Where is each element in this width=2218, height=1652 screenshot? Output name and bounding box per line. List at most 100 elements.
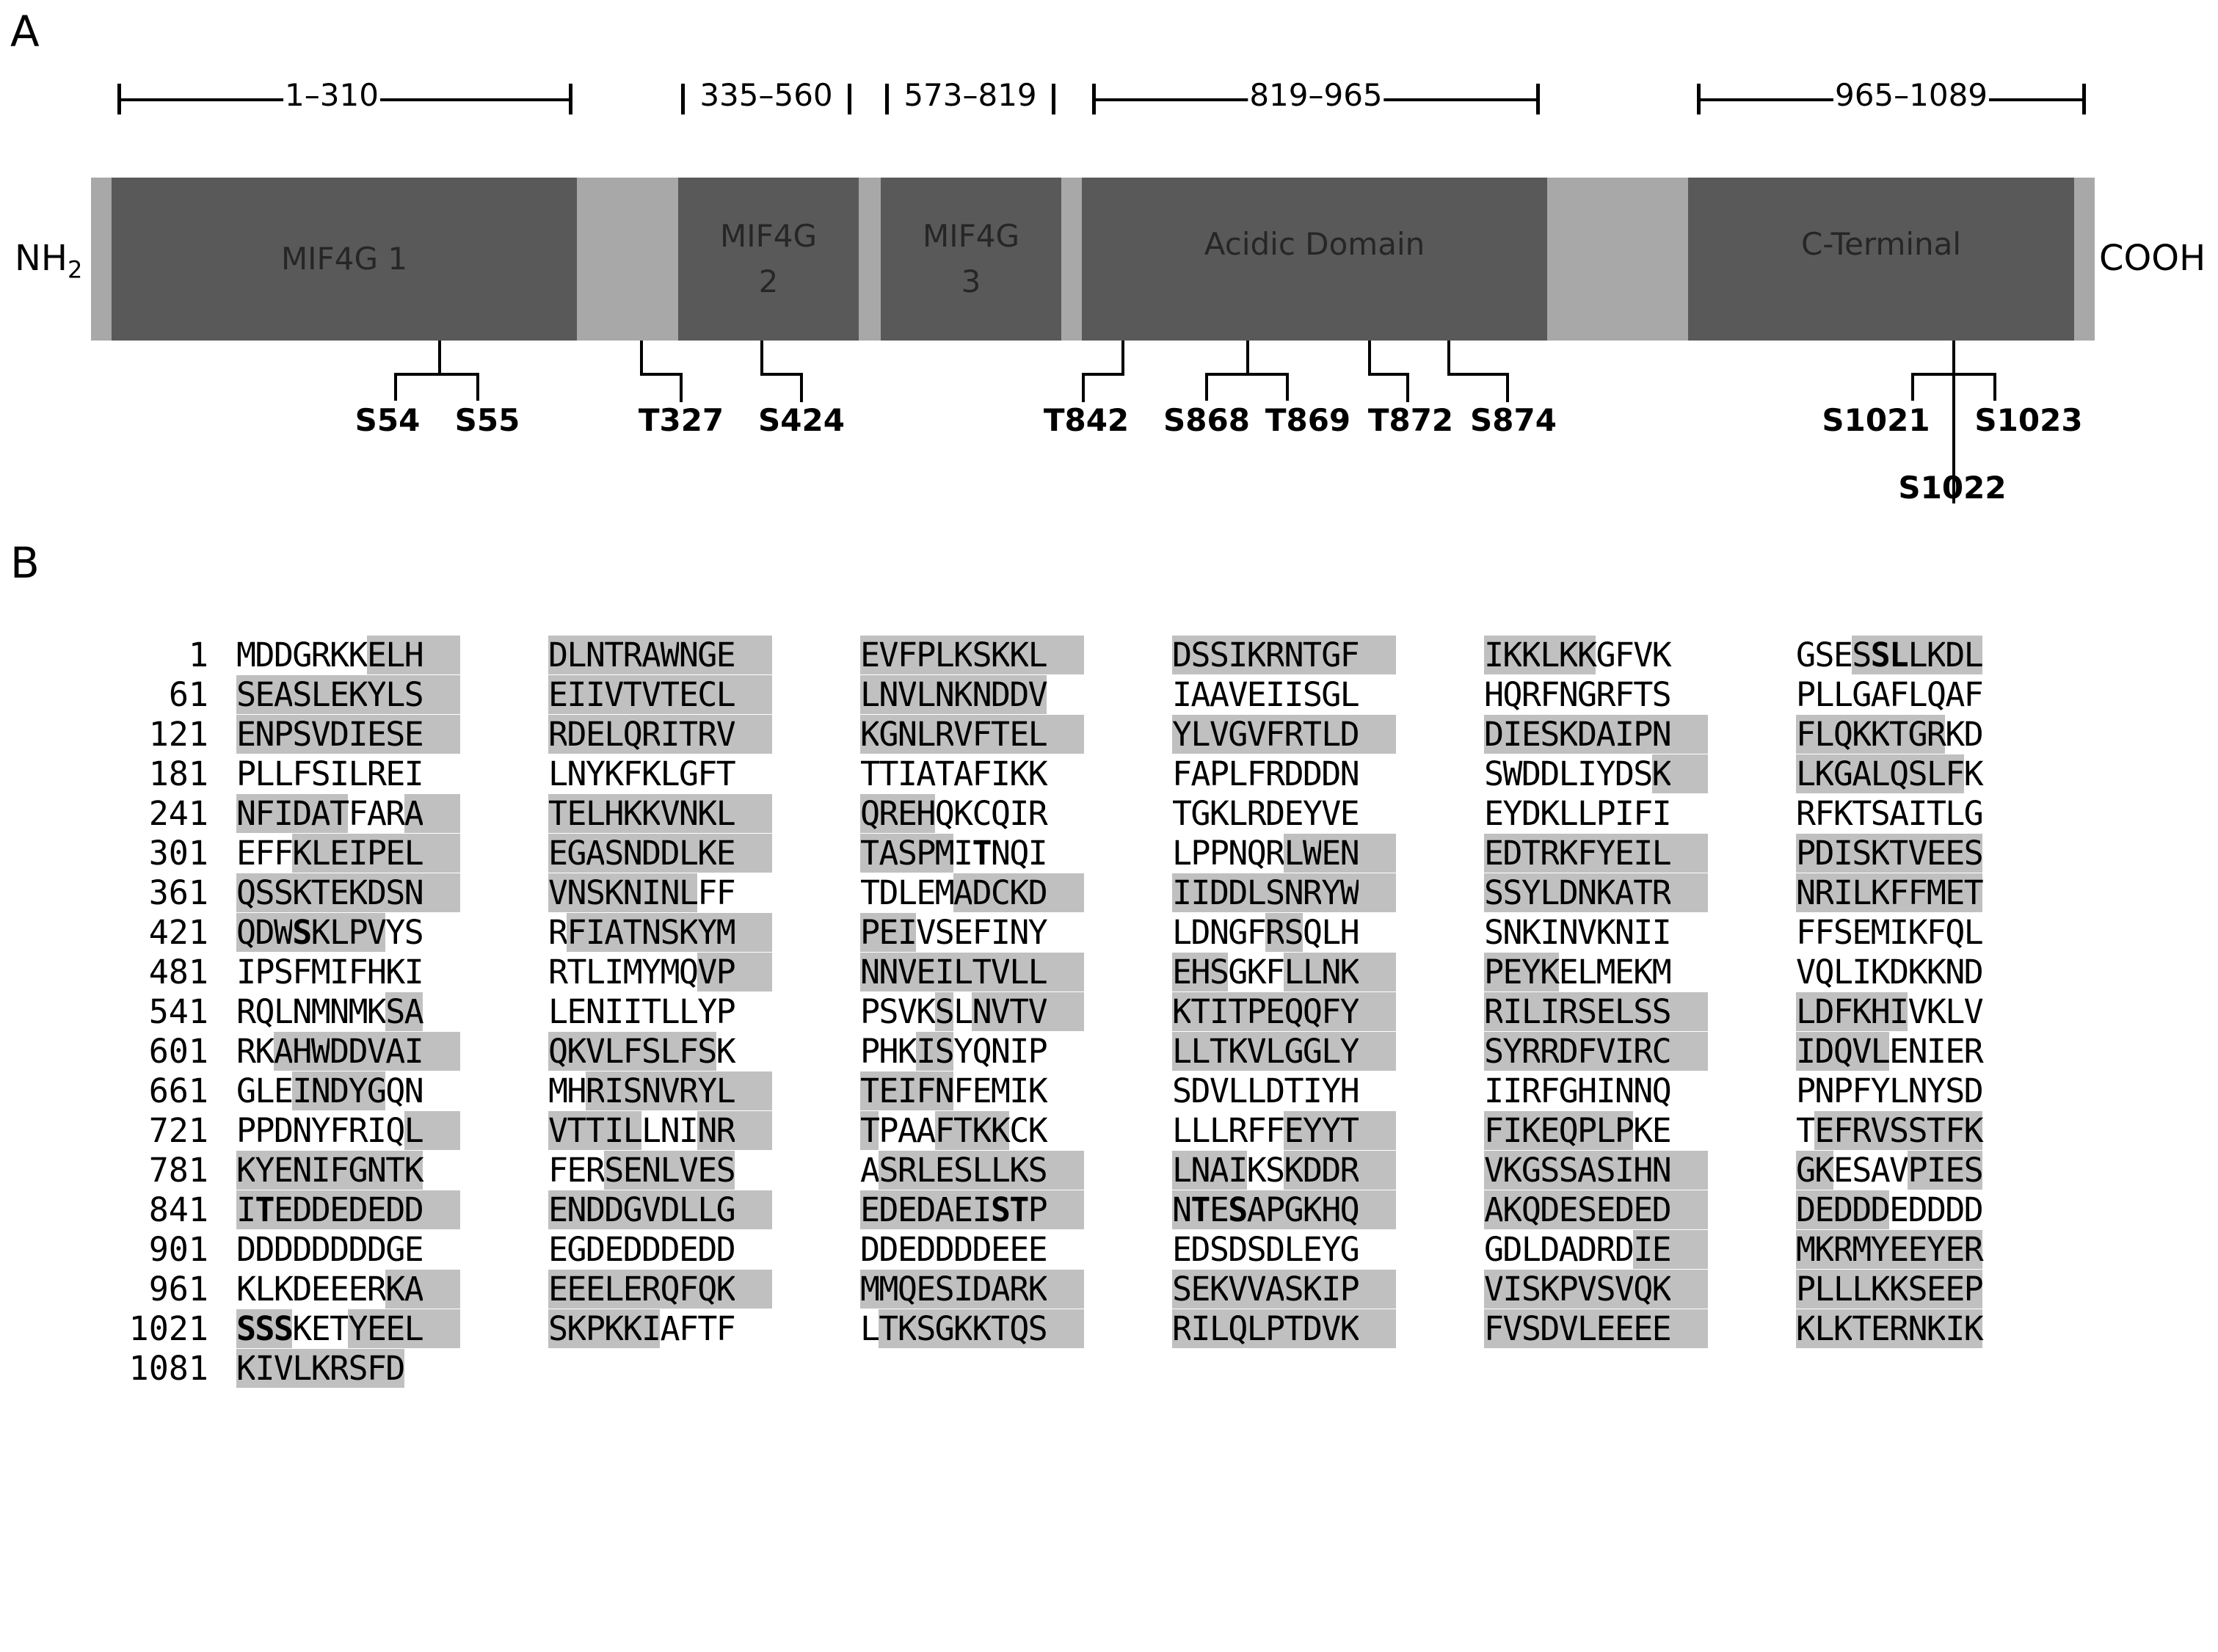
residue: I — [273, 794, 294, 833]
sequence-block: VKGSSASIHN — [1484, 1151, 1708, 1190]
residue: R — [1596, 675, 1615, 714]
residue: E — [1339, 794, 1360, 833]
residue: I — [404, 1032, 424, 1071]
residue: G — [1833, 754, 1853, 793]
residue: K — [292, 873, 312, 912]
residue: D — [1484, 715, 1504, 754]
residue: R — [1009, 1270, 1029, 1309]
residue: L — [348, 754, 368, 793]
residue: P — [860, 992, 880, 1031]
residue: V — [641, 675, 661, 714]
residue: M — [1796, 1230, 1816, 1269]
residue: L — [1028, 953, 1048, 991]
residue: D — [1889, 953, 1909, 991]
shading-gap — [735, 1190, 772, 1229]
residue: K — [1870, 834, 1891, 873]
residue: D — [1302, 754, 1323, 793]
residue: D — [879, 1190, 899, 1229]
residue: D — [273, 1230, 294, 1269]
residue: M — [348, 992, 368, 1031]
residue: T — [1302, 715, 1323, 754]
residue: N — [1908, 1071, 1927, 1110]
sequence-block: QDWSKLPVYS — [236, 913, 424, 953]
residue: K — [1540, 794, 1560, 833]
residue: N — [310, 1071, 331, 1110]
sequence-block: FERSENLVES — [548, 1151, 736, 1190]
residue: S — [1484, 873, 1504, 912]
shading-gap — [1359, 1032, 1396, 1071]
sequence-block: YLVGVFRTLD — [1172, 715, 1396, 754]
residue: G — [1284, 1190, 1304, 1229]
residue: E — [1614, 834, 1635, 873]
residue: L — [1172, 913, 1192, 952]
sequence-block: SNKINVKNII — [1484, 913, 1672, 953]
sequence-row: 421 QDWSKLPVYS RFIATNSKYM PEIVSEFINY LDNGFR… — [0, 913, 2218, 953]
residue: N — [1284, 636, 1304, 674]
residue: N — [860, 953, 880, 991]
residue: E — [1521, 715, 1541, 754]
residue: S — [934, 913, 955, 952]
residue: F — [622, 754, 643, 793]
residue: D — [1521, 754, 1541, 793]
residue: T — [697, 1309, 717, 1348]
residue: V — [1028, 675, 1048, 714]
residue: N — [641, 913, 661, 952]
residue: F — [972, 754, 992, 793]
residue: E — [548, 1230, 568, 1269]
sequence-block: IDQVLENIER — [1796, 1032, 1984, 1071]
residue: M — [1852, 1230, 1872, 1269]
sequence-row: 661 GLEINDYGQN MHRISNVRYL TEIFNFEMIK SDVLLD… — [0, 1071, 2218, 1111]
residue: E — [1945, 873, 1965, 912]
residue: P — [1339, 1270, 1360, 1309]
residue: I — [1926, 1032, 1946, 1071]
residue: F — [916, 1071, 936, 1110]
residue: H — [1321, 1190, 1341, 1229]
sequence-block: KGNLRVFTEL — [860, 715, 1084, 754]
residue: Q — [255, 992, 274, 1031]
residue: N — [404, 1071, 424, 1110]
residue: L — [1814, 1270, 1835, 1309]
residue: K — [1302, 1270, 1323, 1309]
residue: L — [678, 1190, 699, 1229]
residue: D — [1502, 834, 1523, 873]
residue: E — [916, 1270, 936, 1309]
residue: P — [1963, 1270, 1984, 1309]
range-label: 335–560 — [698, 73, 835, 117]
residue: I — [404, 953, 424, 991]
sequence-block: IKKLKKGFVK — [1484, 636, 1672, 675]
residue: V — [1209, 1071, 1229, 1110]
residue: K — [1889, 1270, 1909, 1309]
residue: L — [1852, 1270, 1872, 1309]
residue: V — [1908, 834, 1928, 873]
residue: S — [348, 1349, 368, 1388]
residue: R — [236, 992, 256, 1031]
residue: E — [310, 1270, 331, 1309]
residue: V — [660, 794, 680, 833]
residue: A — [385, 1032, 405, 1071]
residue: E — [330, 1190, 349, 1229]
residue: A — [990, 1270, 1011, 1309]
residue: K — [1009, 636, 1029, 674]
residue: E — [916, 873, 936, 912]
residue: M — [860, 1270, 880, 1309]
residue: S — [916, 1309, 936, 1348]
residue: P — [1484, 953, 1504, 991]
residue: S — [1889, 1111, 1909, 1150]
residue: Y — [348, 1309, 368, 1348]
residue: E — [1209, 1190, 1229, 1229]
residue: L — [404, 1111, 424, 1150]
residue: W — [1339, 873, 1360, 912]
shading-gap — [423, 1190, 460, 1229]
residue: I — [1633, 913, 1653, 952]
residue: I — [604, 1111, 624, 1150]
residue: A — [585, 834, 606, 873]
residue: S — [273, 873, 294, 912]
residue: P — [1833, 1071, 1853, 1110]
residue: E — [1190, 1270, 1211, 1309]
residue: V — [990, 953, 1011, 991]
sequence-block: HQRFNGRFTS — [1484, 675, 1672, 715]
residue: E — [1945, 1032, 1965, 1071]
residue: H — [1633, 1151, 1653, 1190]
residue: G — [1796, 636, 1816, 674]
shading-gap — [423, 873, 460, 912]
